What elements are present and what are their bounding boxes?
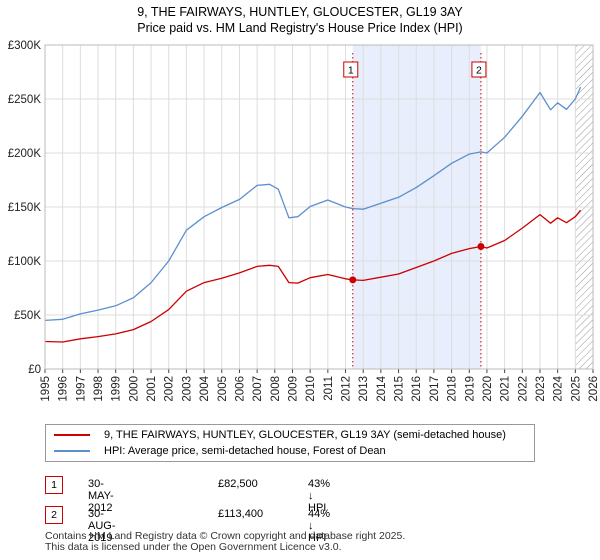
x-tick-label: 2008 <box>270 376 282 402</box>
x-tick-label: 2016 <box>411 376 423 402</box>
legend-item-hpi: HPI: Average price, semi-detached house,… <box>54 443 386 459</box>
x-tick-label: 2024 <box>553 375 565 401</box>
x-tick-label: 2026 <box>588 376 600 402</box>
x-tick-label: 2013 <box>358 376 370 402</box>
x-tick-label: 2019 <box>464 376 476 402</box>
transaction-badge: 2 <box>45 506 63 524</box>
footer-line-2: This data is licensed under the Open Gov… <box>45 541 342 553</box>
footer-line-1: Contains HM Land Registry data © Crown c… <box>45 530 406 542</box>
transaction-price: £82,500 <box>218 478 258 490</box>
y-tick-label: £250K <box>8 94 42 106</box>
y-tick-label: £50K <box>14 310 41 322</box>
x-tick-label: 2002 <box>164 376 176 402</box>
chart-title: 9, THE FAIRWAYS, HUNTLEY, GLOUCESTER, GL… <box>137 5 463 19</box>
x-tick-label: 1996 <box>58 376 70 402</box>
y-tick-label: £100K <box>8 256 42 268</box>
x-tick-label: 1998 <box>93 376 105 402</box>
transaction-price: £113,400 <box>218 508 264 520</box>
x-tick-label: 1999 <box>111 376 123 402</box>
legend-label-property: 9, THE FAIRWAYS, HUNTLEY, GLOUCESTER, GL… <box>104 429 506 441</box>
x-tick-label: 2018 <box>447 376 459 402</box>
legend: 9, THE FAIRWAYS, HUNTLEY, GLOUCESTER, GL… <box>45 424 535 462</box>
x-tick-label: 2004 <box>199 375 211 401</box>
footer: Contains HM Land Registry data © Crown c… <box>45 531 405 553</box>
annotation-label: 1 <box>348 65 354 77</box>
purchase-point <box>349 276 357 284</box>
transaction-hpi-diff: 44% ↓ HPI <box>308 508 331 544</box>
x-tick-label: 2020 <box>482 376 494 402</box>
y-tick-label: £200K <box>8 148 42 160</box>
plot-border <box>44 44 594 370</box>
legend-swatch-hpi <box>54 450 90 452</box>
x-tick-label: 2009 <box>287 376 299 402</box>
x-tick-label: 2007 <box>252 376 264 402</box>
y-tick-label: £300K <box>8 40 42 52</box>
x-tick-label: 2025 <box>570 376 582 402</box>
legend-item-property: 9, THE FAIRWAYS, HUNTLEY, GLOUCESTER, GL… <box>54 427 506 443</box>
x-tick-label: 2001 <box>146 376 158 402</box>
x-tick-label: 2014 <box>376 375 388 401</box>
x-tick-label: 2017 <box>429 376 441 402</box>
x-tick-label: 2006 <box>234 376 246 402</box>
transaction-hpi-diff: 43% ↓ HPI <box>308 478 331 514</box>
x-tick-label: 2012 <box>341 376 353 402</box>
y-tick-label: £150K <box>8 202 42 214</box>
y-tick-label: £0 <box>28 364 41 376</box>
property-series-line <box>44 209 582 343</box>
annotation-box <box>343 61 359 78</box>
hpi-series-line <box>44 86 582 322</box>
transaction-date: 30-MAY-2012 <box>88 478 114 514</box>
transaction-badge: 1 <box>45 476 63 494</box>
x-tick-label: 2021 <box>500 376 512 402</box>
x-tick-label: 1995 <box>40 376 52 402</box>
x-tick-label: 2000 <box>128 376 140 402</box>
chart-subtitle: Price paid vs. HM Land Registry's House … <box>137 21 463 35</box>
x-tick-label: 2005 <box>217 376 229 402</box>
x-tick-label: 2011 <box>323 376 335 401</box>
x-tick-label: 2003 <box>181 376 193 402</box>
annotation-label: 2 <box>476 65 482 77</box>
transaction-date: 30-AUG-2019 <box>88 508 116 544</box>
x-tick-label: 1997 <box>75 376 87 402</box>
x-tick-label: 2015 <box>394 376 406 402</box>
x-tick-label: 2010 <box>305 376 317 402</box>
x-tick-label: 2022 <box>517 376 529 402</box>
x-tick-label: 2023 <box>535 376 547 402</box>
legend-label-hpi: HPI: Average price, semi-detached house,… <box>104 445 386 457</box>
purchase-point <box>477 243 485 251</box>
legend-swatch-property <box>54 434 90 436</box>
annotation-box <box>471 61 487 78</box>
price-chart: 1 2 £0 £50K £100K £150K £200K £250K £300K 1995 19… <box>8 40 600 402</box>
